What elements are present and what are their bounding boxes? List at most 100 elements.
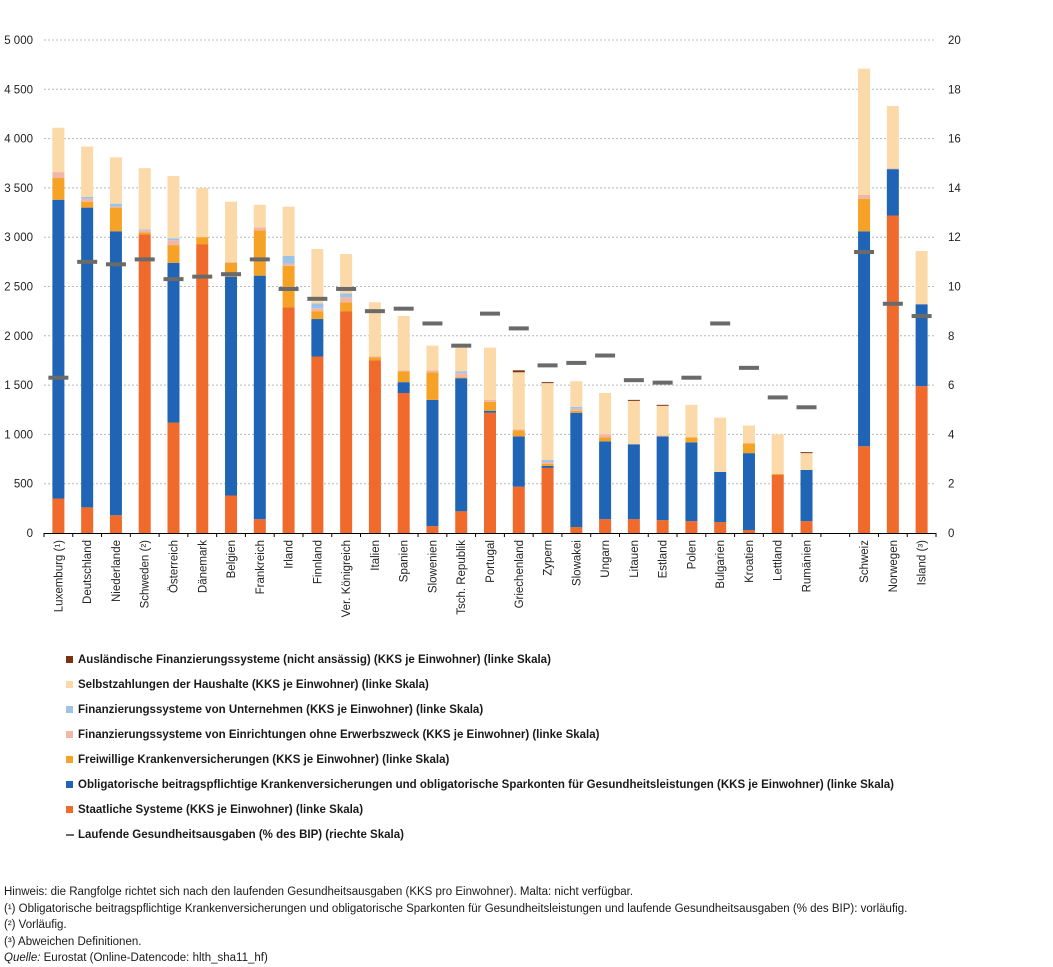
x-tick-label: Spanien	[399, 540, 411, 582]
legend-item: Laufende Gesundheitsausgaben (% des BIP)…	[66, 822, 894, 847]
gdp-marker	[221, 272, 242, 277]
gdp-marker	[422, 321, 443, 326]
bar-segment	[109, 206, 122, 208]
bar-segment	[311, 308, 324, 312]
bar-segment	[340, 253, 353, 294]
bar-segment	[109, 231, 122, 516]
bar-segment	[484, 401, 496, 411]
bar-segment	[225, 261, 238, 263]
bar-segment	[167, 176, 180, 239]
x-tick-label: Litauen	[629, 540, 641, 578]
bar-segment	[599, 441, 612, 520]
x-tick-label: Dänemark	[197, 540, 209, 593]
x-tick-label: Frankreich	[255, 540, 267, 594]
legend-label: Finanzierungssysteme von Einrichtungen o…	[78, 728, 600, 741]
y-left-tick-label: 4 000	[4, 134, 33, 146]
legend-swatch	[66, 681, 73, 688]
bar-segment	[800, 453, 813, 470]
bar-segment	[225, 201, 238, 262]
bar-segment	[858, 68, 871, 195]
y-left-tick-label: 1 000	[4, 429, 33, 441]
gdp-marker	[364, 309, 385, 314]
bar-segment	[484, 412, 496, 533]
bar-segment	[656, 436, 669, 521]
bar-segment	[771, 434, 784, 474]
bar-segment	[742, 453, 755, 531]
bar-segment	[455, 378, 468, 512]
bar-segment	[570, 527, 583, 533]
bar-segment	[167, 240, 180, 246]
bar-segment	[455, 377, 468, 379]
bar-segment	[397, 371, 410, 383]
bar-segment	[311, 303, 324, 309]
bar-segment	[800, 469, 813, 522]
note-footnote-2: (²) Vorläufig.	[4, 919, 67, 931]
x-tick-label: Ungarn	[600, 540, 612, 578]
x-tick-label: Zypern	[543, 540, 555, 576]
bar-segment	[138, 229, 151, 231]
x-tick-label: Norwegen	[888, 540, 900, 592]
bar-segment	[81, 207, 94, 508]
bar-segment	[253, 275, 266, 520]
y-right-tick-label: 8	[948, 331, 954, 343]
bar-segment	[81, 201, 94, 208]
gdp-marker	[336, 286, 357, 291]
bar-segment	[858, 231, 871, 447]
bar-segment	[915, 386, 928, 533]
bar-segment	[541, 465, 554, 468]
bar-segment	[81, 146, 94, 197]
gdp-marker	[623, 378, 644, 383]
bar-segment	[685, 437, 698, 443]
bar-segment	[627, 399, 640, 401]
y-left-tick-label: 3 500	[4, 183, 33, 195]
legend-swatch	[66, 833, 74, 836]
bar-segment	[800, 452, 813, 454]
gdp-marker	[537, 363, 558, 368]
axes: 0 500 1 000 1 500 2 000 2 500 3 000 3 500 4 000 4…	[4, 35, 961, 617]
gdp-marker	[77, 259, 98, 264]
x-tick-label: Schweden (²)	[140, 540, 152, 609]
bar-segment	[714, 522, 727, 533]
y-left-tick-label: 2 000	[4, 331, 33, 343]
bar-segment	[167, 238, 180, 241]
legend-item: Staatliche Systeme (KKS je Einwohner) (l…	[66, 797, 894, 822]
legend-item: Finanzierungssysteme von Unternehmen (KK…	[66, 697, 894, 722]
x-tick-label: Lettland	[773, 540, 785, 581]
legend-label: Finanzierungssysteme von Unternehmen (KK…	[78, 703, 484, 716]
bar-segment	[656, 435, 669, 437]
bar-segment	[541, 383, 554, 461]
y-left-tick-label: 500	[14, 479, 33, 491]
y-right-tick-label: 10	[948, 282, 961, 294]
bar-segment	[541, 382, 554, 384]
bar-segment	[253, 227, 266, 231]
gdp-marker	[681, 375, 702, 380]
bar-segment	[484, 347, 496, 400]
bar-segment	[368, 356, 381, 358]
bar-segment	[886, 168, 899, 170]
bar-segment	[426, 372, 439, 400]
bar-segment	[627, 400, 640, 445]
x-tick-label: Italien	[370, 540, 382, 571]
x-tick-label: Österreich	[168, 540, 180, 593]
legend-item: Finanzierungssysteme von Einrichtungen o…	[66, 722, 894, 747]
bar-segment	[397, 316, 410, 371]
bar-segment	[311, 356, 324, 533]
x-tick-label: Tsch. Republik	[456, 540, 468, 615]
gdp-marker	[767, 395, 788, 400]
bar-segment	[512, 436, 525, 487]
gdp-marker	[566, 360, 587, 365]
bar-segment	[225, 495, 238, 533]
x-tick-label: Bulgarien	[715, 540, 727, 589]
bar-segment	[541, 467, 554, 533]
bar-segment	[225, 276, 238, 496]
x-tick-label: Luxemburg (¹)	[53, 540, 65, 612]
bar-segment	[541, 462, 554, 464]
gdp-marker	[652, 380, 673, 385]
bar-segment	[52, 178, 65, 200]
x-tick-label: Island (³)	[917, 540, 929, 586]
bar-segment	[512, 486, 525, 533]
bar-segment	[570, 410, 583, 413]
note-hint: Hinweis: die Rangfolge richtet sich nach…	[4, 886, 634, 898]
legend-swatch	[66, 731, 73, 738]
bar-segment	[109, 515, 122, 533]
